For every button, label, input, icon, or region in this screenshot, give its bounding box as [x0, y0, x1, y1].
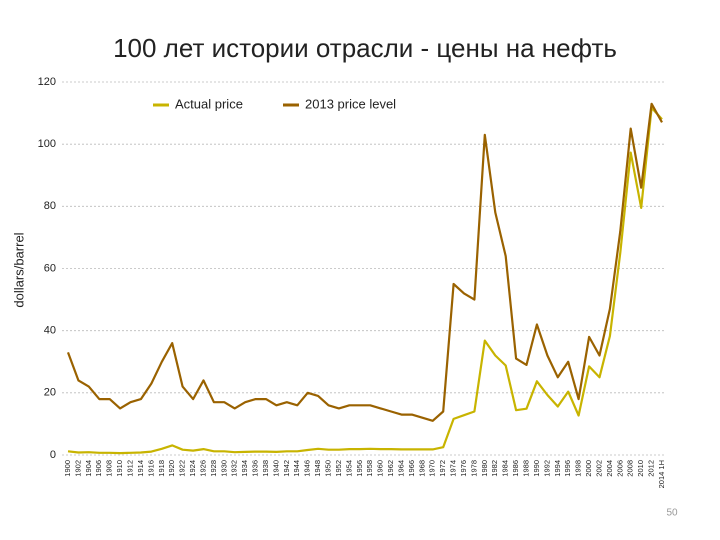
legend-label: Actual price: [175, 96, 243, 111]
x-tick-label: 1958: [365, 460, 374, 477]
x-tick-label: 2008: [626, 460, 635, 477]
x-tick-label: 1996: [563, 460, 572, 477]
x-tick-label: 1908: [105, 460, 114, 477]
x-tick-label: 1942: [282, 460, 291, 477]
x-tick-label: 1922: [178, 460, 187, 477]
x-tick-label: 1970: [428, 460, 437, 477]
x-tick-label: 1946: [303, 460, 312, 477]
x-tick-label: 2014 1H: [657, 460, 666, 488]
x-tick-label: 1936: [251, 460, 260, 477]
x-tick-label: 1974: [449, 460, 458, 477]
x-tick-label: 1938: [261, 460, 270, 477]
x-tick-label: 1912: [126, 460, 135, 477]
chart-title: 100 лет истории отрасли - цены на нефть: [113, 33, 617, 63]
x-tick-label: 2004: [605, 460, 614, 477]
x-tick-label: 1988: [522, 460, 531, 477]
y-tick-label: 120: [38, 76, 56, 88]
y-tick-label: 20: [44, 387, 56, 399]
x-tick-label: 1982: [490, 460, 499, 477]
x-tick-label: 1980: [480, 460, 489, 477]
x-tick-label: 2006: [615, 460, 624, 477]
y-tick-label: 100: [38, 138, 56, 150]
x-tick-label: 1998: [574, 460, 583, 477]
x-tick-label: 1950: [324, 460, 333, 477]
x-tick-label: 1966: [407, 460, 416, 477]
x-tick-label: 1994: [553, 460, 562, 477]
x-tick-label: 1978: [469, 460, 478, 477]
x-tick-label: 1986: [511, 460, 520, 477]
x-tick-label: 1926: [198, 460, 207, 477]
x-tick-label: 1962: [386, 460, 395, 477]
x-tick-label: 1920: [167, 460, 176, 477]
x-tick-label: 2000: [584, 460, 593, 477]
x-tick-label: 1928: [209, 460, 218, 477]
x-tick-label: 1948: [313, 460, 322, 477]
x-tick-label: 1990: [532, 460, 541, 477]
y-tick-label: 40: [44, 325, 56, 337]
x-tick-label: 1968: [417, 460, 426, 477]
x-tick-label: 1954: [344, 460, 353, 477]
x-tick-label: 2010: [636, 460, 645, 477]
x-tick-label: 1902: [73, 460, 82, 477]
x-tick-label: 1940: [271, 460, 280, 477]
x-tick-label: 1984: [501, 460, 510, 477]
x-tick-label: 1900: [63, 460, 72, 477]
y-tick-label: 0: [50, 449, 56, 461]
y-axis-label: dollars/barrel: [11, 232, 26, 307]
x-tick-label: 1930: [219, 460, 228, 477]
x-tick-label: 1992: [542, 460, 551, 477]
x-tick-label: 1924: [188, 460, 197, 477]
x-tick-label: 1914: [136, 460, 145, 477]
x-tick-label: 1972: [438, 460, 447, 477]
x-tick-label: 1906: [94, 460, 103, 477]
legend-label: 2013 price level: [305, 96, 396, 111]
y-tick-label: 60: [44, 262, 56, 274]
price-line: [67, 106, 663, 455]
x-tick-label: 1964: [396, 460, 405, 477]
x-tick-label: 2002: [594, 460, 603, 477]
x-tick-label: 1960: [376, 460, 385, 477]
x-tick-label: 1956: [355, 460, 364, 477]
x-tick-label: 2012: [647, 460, 656, 477]
x-tick-label: 1932: [230, 460, 239, 477]
x-tick-label: 1976: [459, 460, 468, 477]
x-tick-label: 1904: [84, 460, 93, 477]
x-tick-label: 1934: [240, 460, 249, 477]
x-tick-label: 1916: [146, 460, 155, 477]
slide-number: 50: [666, 508, 678, 519]
x-tick-label: 1944: [292, 460, 301, 477]
price-line: [66, 102, 663, 422]
x-tick-label: 1952: [334, 460, 343, 477]
y-tick-label: 80: [44, 200, 56, 212]
x-tick-label: 1918: [157, 460, 166, 477]
x-tick-label: 1910: [115, 460, 124, 477]
